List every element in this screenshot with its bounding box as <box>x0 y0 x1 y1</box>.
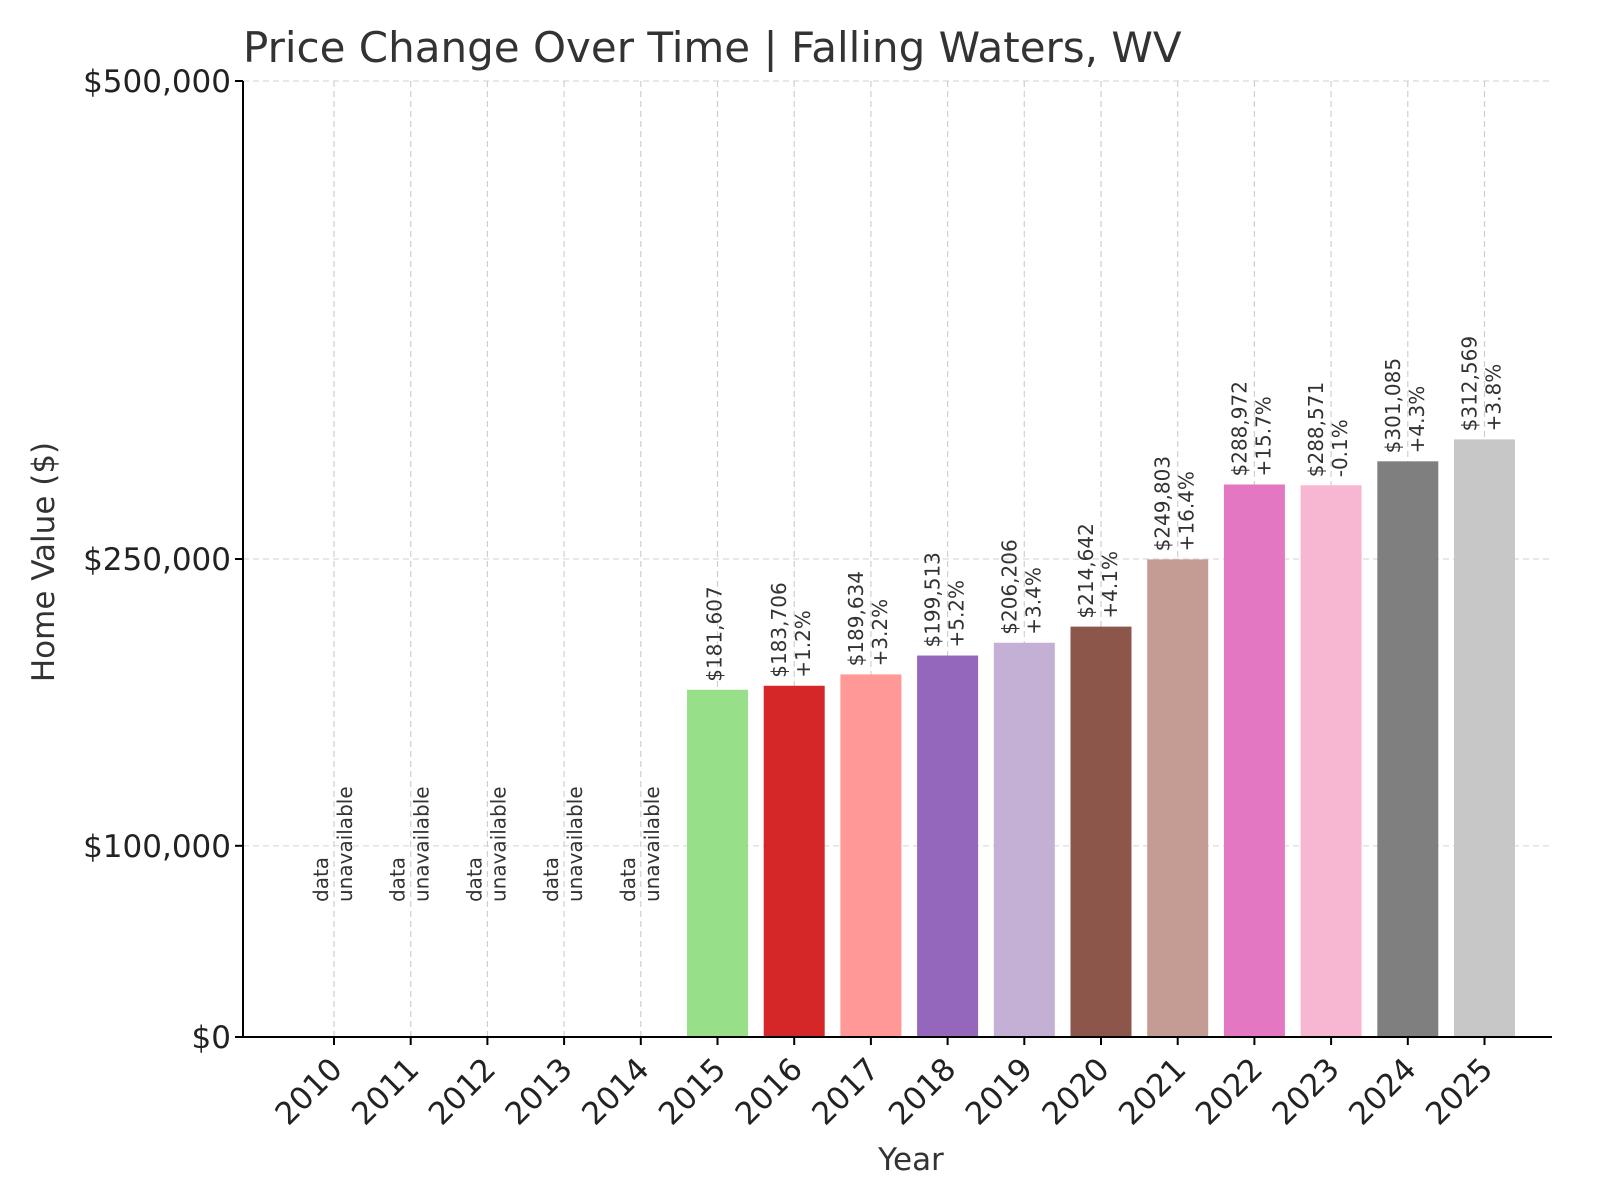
data-unavailable-line: data <box>309 857 333 902</box>
y-tick-label: $100,000 <box>83 829 231 865</box>
y-tick-label: $0 <box>192 1020 231 1056</box>
data-unavailable-label: dataunavailable <box>616 786 664 902</box>
data-unavailable-label: dataunavailable <box>386 786 434 902</box>
bar-change-label: +1.2% <box>791 610 815 678</box>
bar-data-label: $249,803+16.4% <box>1151 456 1199 551</box>
x-tick-label: 2019 <box>959 1051 1040 1132</box>
bar-value-label: $301,085 <box>1381 358 1405 453</box>
bar-change-label: +16.4% <box>1175 471 1199 551</box>
bar <box>840 674 902 1037</box>
bar-data-label: $199,513+5.2% <box>921 552 969 647</box>
bar-data-label: $214,642+4.1% <box>1074 523 1122 618</box>
bar-data-label: $312,569+3.8% <box>1458 336 1506 431</box>
bar-value-label: $206,206 <box>997 539 1021 634</box>
bar-value-label: $312,569 <box>1458 336 1482 431</box>
bar <box>1300 485 1362 1037</box>
bar-layer <box>687 439 1515 1038</box>
bar-value-label: $288,571 <box>1304 382 1328 477</box>
bar-value-label: $181,607 <box>703 586 727 681</box>
data-unavailable-label: dataunavailable <box>539 786 587 902</box>
bar <box>1454 439 1515 1038</box>
x-tick-label: 2024 <box>1342 1051 1423 1132</box>
bar <box>1147 559 1209 1037</box>
bar-value-label: $288,972 <box>1227 381 1251 476</box>
x-tick-label: 2023 <box>1266 1051 1347 1132</box>
x-tick-label: 2025 <box>1419 1051 1500 1132</box>
x-tick-label: 2020 <box>1035 1051 1116 1132</box>
bar <box>1377 461 1439 1038</box>
bar <box>917 655 979 1037</box>
bar-data-label: $189,634+3.2% <box>844 571 892 666</box>
data-unavailable-line: unavailable <box>333 786 357 902</box>
bar <box>763 685 825 1037</box>
bar-change-label: +15.7% <box>1251 396 1275 476</box>
data-unavailable-line: unavailable <box>410 786 434 902</box>
x-tick-label: 2021 <box>1112 1051 1193 1132</box>
bar-change-label: +3.2% <box>868 599 892 667</box>
data-unavailable-line: data <box>539 857 563 902</box>
bar-value-label: $189,634 <box>844 571 868 666</box>
x-tick-label: 2016 <box>729 1051 810 1132</box>
data-label-layer: dataunavailable dataunavailable dataunavai… <box>309 336 1506 902</box>
bar-value-label: $183,706 <box>767 582 791 677</box>
bar-data-label: $288,972+15.7% <box>1227 381 1275 476</box>
x-tick-label: 2017 <box>805 1051 886 1132</box>
x-tick-label: 2012 <box>422 1051 503 1132</box>
bar-data-label: $181,607 <box>703 586 727 681</box>
bar-data-label: $206,206+3.4% <box>997 539 1045 634</box>
data-unavailable-line: data <box>462 857 486 902</box>
bar-value-label: $249,803 <box>1151 456 1175 551</box>
bar <box>1223 484 1285 1037</box>
x-tick-label: 2022 <box>1189 1051 1270 1132</box>
x-tick-label: 2011 <box>345 1051 426 1132</box>
bar-data-label: $288,571-0.1% <box>1304 382 1352 477</box>
data-unavailable-line: data <box>616 857 640 902</box>
bar <box>687 689 748 1037</box>
data-unavailable-line: unavailable <box>563 786 587 902</box>
y-tick-label: $250,000 <box>83 542 231 578</box>
bar-value-label: $214,642 <box>1074 523 1098 618</box>
x-tick-label: 2018 <box>882 1051 963 1132</box>
bar-change-label: +4.1% <box>1098 551 1122 619</box>
bar <box>1070 626 1132 1037</box>
x-axis-label: Year <box>877 1142 944 1178</box>
bar-change-label: +5.2% <box>945 580 969 648</box>
data-unavailable-line: unavailable <box>486 786 510 902</box>
x-tick-label: 2014 <box>575 1051 656 1132</box>
bar-value-label: $199,513 <box>921 552 945 647</box>
bar-data-label: $183,706+1.2% <box>767 582 815 677</box>
data-unavailable-label: dataunavailable <box>462 786 510 902</box>
bar-change-label: +3.4% <box>1021 567 1045 635</box>
bar-change-label: +4.3% <box>1405 386 1429 454</box>
x-tick-label: 2015 <box>652 1051 733 1132</box>
data-unavailable-line: unavailable <box>640 786 664 902</box>
x-tick-label: 2010 <box>268 1051 349 1132</box>
bar-data-label: $301,085+4.3% <box>1381 358 1429 453</box>
data-unavailable-line: data <box>386 857 410 902</box>
chart-title: Price Change Over Time | Falling Waters,… <box>243 23 1182 72</box>
data-unavailable-label: dataunavailable <box>309 786 357 902</box>
y-axis-label: Home Value ($) <box>26 442 62 682</box>
bar-change-label: +3.8% <box>1482 364 1506 432</box>
y-tick-label: $500,000 <box>83 64 231 100</box>
bar <box>993 642 1055 1037</box>
bar-change-label: -0.1% <box>1328 419 1352 477</box>
x-tick-label: 2013 <box>499 1051 580 1132</box>
